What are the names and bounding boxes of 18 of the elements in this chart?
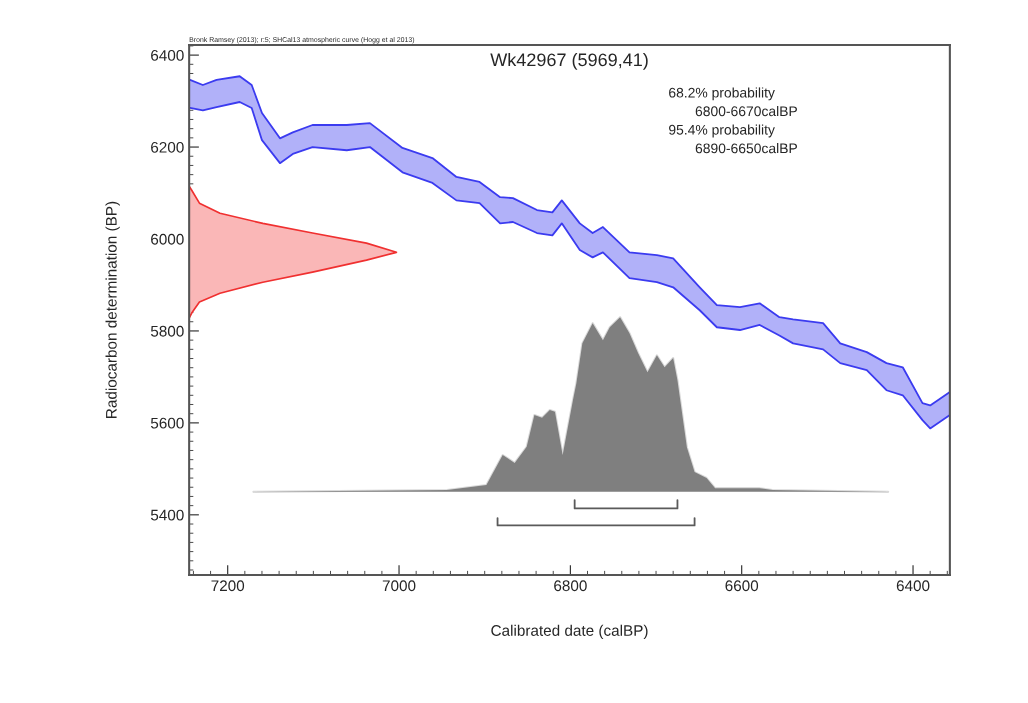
y-tick-label: 5800 (150, 325, 184, 337)
y-tick-label: 5600 (150, 417, 184, 429)
y-tick-label: 5400 (150, 509, 184, 521)
x-axis-title: Calibrated date (calBP) (491, 624, 648, 639)
x-tick-label: 7200 (211, 580, 245, 592)
x-tick-label: 6400 (896, 580, 930, 592)
annotation: 68.2% probability (669, 87, 775, 101)
annotation: 6800-6670calBP (695, 105, 797, 117)
y-tick-label: 6200 (151, 141, 184, 153)
x-tick-label: 6600 (725, 580, 759, 592)
y-axis-title: Radiocarbon determination (BP) (105, 201, 120, 418)
y-tick-label: 6000 (151, 233, 184, 245)
x-tick-label: 6800 (554, 580, 587, 592)
y-tick-label: 6400 (151, 49, 184, 61)
chart-title: Wk42967 (5969,41) (490, 52, 648, 70)
x-tick-label: 7000 (382, 580, 416, 592)
annotation: 95.4% probability (669, 124, 775, 138)
annotation: 6890-6650calBP (695, 143, 797, 154)
